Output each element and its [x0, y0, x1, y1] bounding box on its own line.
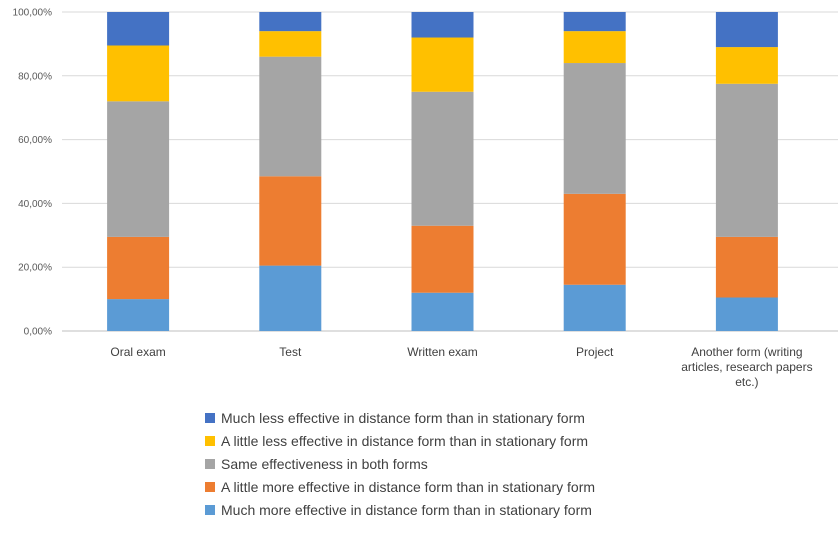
- legend-swatch: [205, 481, 215, 492]
- legend-swatch: [205, 504, 215, 515]
- y-tick-label: 0,00%: [24, 327, 52, 338]
- bar-segment: [411, 12, 474, 38]
- stacked-bar-chart: 0,00% 20,00% 40,00% 60,00% 80,00% 100,00% Ora…: [13, 8, 838, 389]
- legend-label: A little more effective in distance form…: [221, 478, 596, 495]
- bar-segment: [259, 12, 322, 32]
- legend-item: Same effectiveness in both forms: [205, 452, 595, 475]
- bar-segment: [259, 31, 322, 57]
- x-axis-category-labels: Oral exam Test Written exam Project Another …: [110, 345, 812, 389]
- bar-segment: [107, 101, 170, 237]
- bar-segment: [563, 63, 626, 194]
- legend-label: A little less effective in distance form…: [221, 432, 589, 449]
- x-category-label: Written exam: [407, 345, 477, 359]
- bar-segment: [107, 299, 170, 331]
- bar-segment: [715, 236, 778, 298]
- legend-swatch: [205, 435, 215, 446]
- bar-segment: [715, 12, 778, 48]
- y-axis-tick-labels: 0,00% 20,00% 40,00% 60,00% 80,00% 100,00%: [13, 8, 53, 338]
- y-tick-label: 20,00%: [18, 263, 52, 274]
- legend-item: A little less effective in distance form…: [205, 429, 595, 452]
- y-tick-label: 100,00%: [13, 8, 53, 19]
- x-category-label: Oral exam: [110, 345, 165, 359]
- legend-label: Much less effective in distance form tha…: [221, 409, 585, 426]
- bar-segment: [411, 91, 474, 226]
- bar-segment: [259, 56, 322, 177]
- bar-segment: [563, 12, 626, 32]
- bar-segment: [411, 292, 474, 331]
- x-category-label: articles, research papers: [681, 360, 812, 374]
- bar-segment: [259, 265, 322, 331]
- bar-segment: [563, 193, 626, 285]
- y-tick-label: 60,00%: [18, 135, 52, 146]
- y-tick-label: 80,00%: [18, 71, 52, 82]
- legend-label: Same effectiveness in both forms: [221, 455, 428, 472]
- bar-segment: [411, 225, 474, 293]
- legend-swatch: [205, 412, 215, 423]
- x-category-label: Project: [576, 345, 614, 359]
- bar-segment: [563, 31, 626, 64]
- legend: Much less effective in distance form tha…: [205, 406, 595, 521]
- bar-segment: [715, 47, 778, 84]
- legend-item: Much more effective in distance form tha…: [205, 498, 595, 521]
- legend-swatch: [205, 458, 215, 469]
- bar-segment: [107, 236, 170, 300]
- x-category-label: Another form (writing: [691, 345, 802, 359]
- bar-segment: [411, 37, 474, 92]
- x-category-label: Test: [279, 345, 302, 359]
- bar-segment: [107, 12, 170, 46]
- legend-item: Much less effective in distance form tha…: [205, 406, 595, 429]
- bars: [107, 12, 778, 331]
- bar-segment: [715, 83, 778, 237]
- bar-segment: [715, 297, 778, 331]
- legend-label: Much more effective in distance form tha…: [221, 501, 592, 518]
- bar-segment: [259, 176, 322, 266]
- y-tick-label: 40,00%: [18, 199, 52, 210]
- x-category-label: etc.): [735, 375, 758, 389]
- legend-item: A little more effective in distance form…: [205, 475, 595, 498]
- bar-segment: [563, 284, 626, 331]
- bar-segment: [107, 45, 170, 102]
